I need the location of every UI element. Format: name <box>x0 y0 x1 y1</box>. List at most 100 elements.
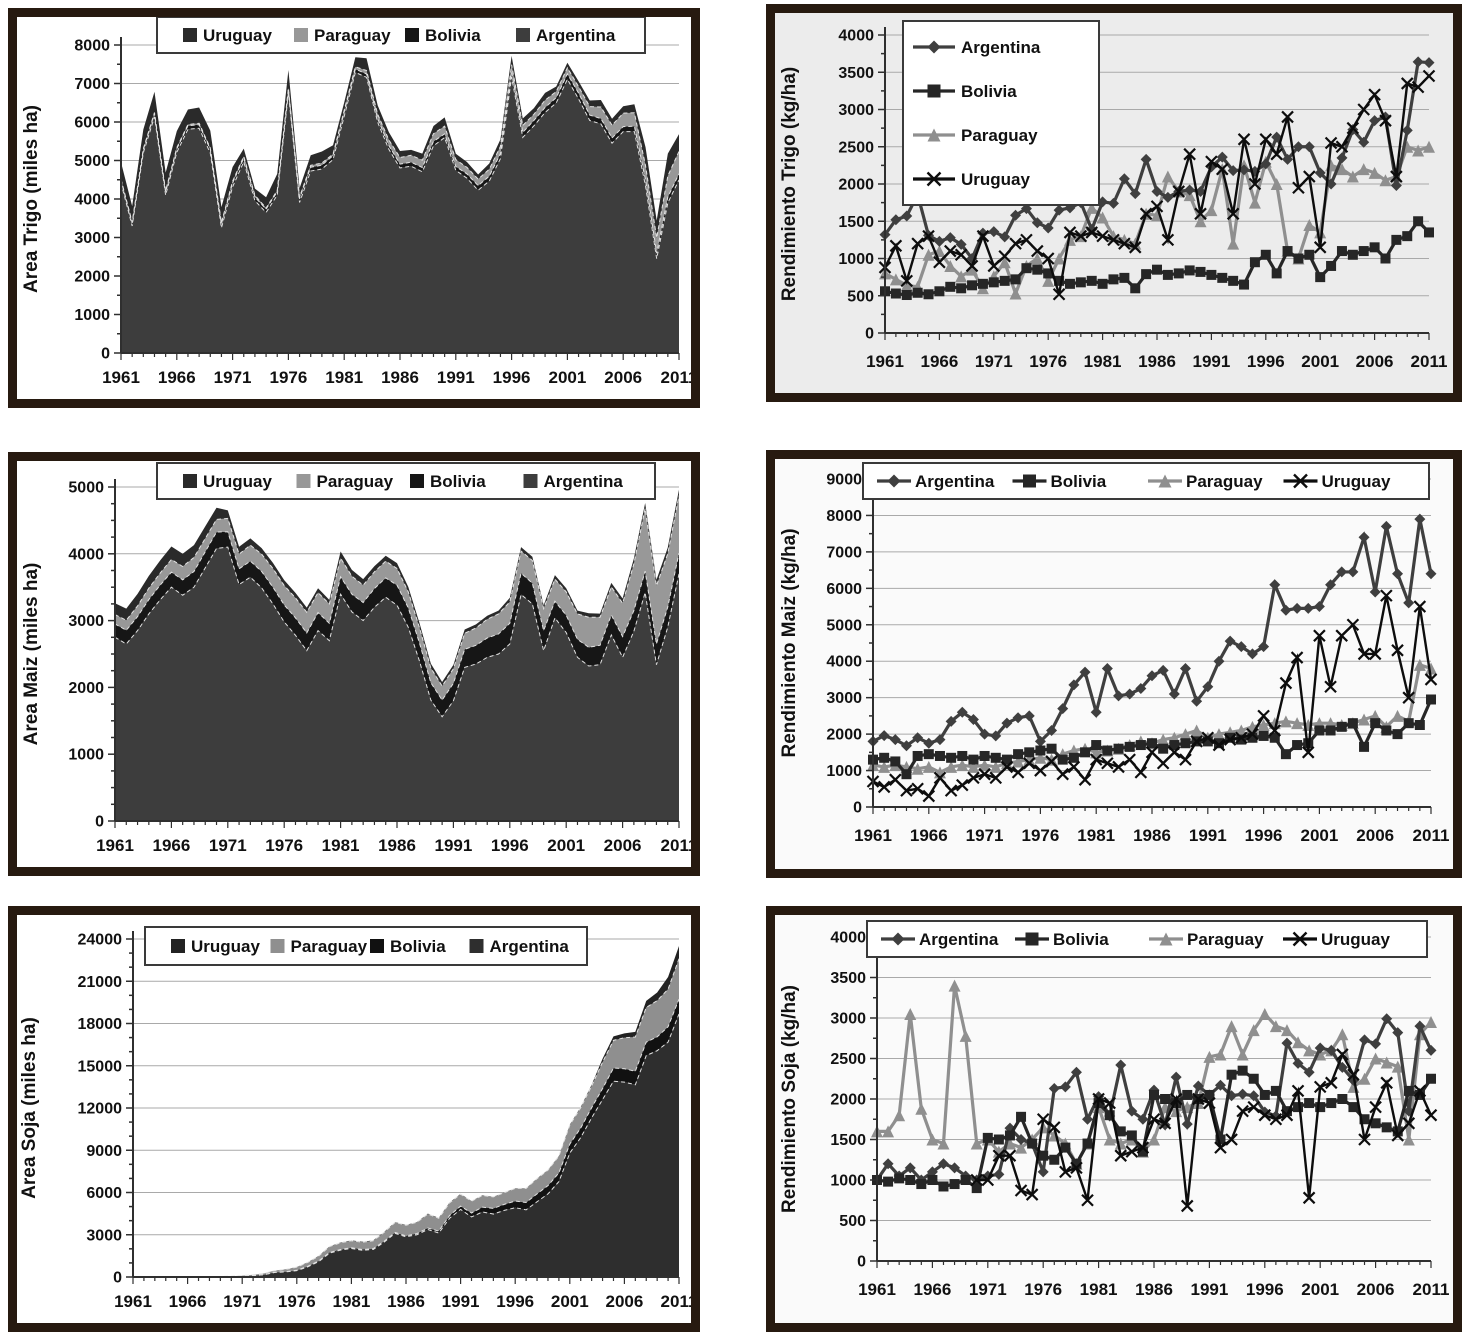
legend-item-argentina: Argentina <box>913 38 1041 57</box>
svg-text:Argentina: Argentina <box>536 26 616 45</box>
y-tick-label: 0 <box>853 800 862 817</box>
y-tick-label: 1000 <box>826 763 862 780</box>
y-axis-title: Rendimiento Soja (kg/ha) <box>779 985 800 1213</box>
x-tick-label: 1961 <box>96 836 134 855</box>
svg-text:Paraguay: Paraguay <box>1186 472 1263 491</box>
legend: Argentina Bolivia Paraguay Uruguay <box>866 920 1428 958</box>
line-series <box>878 56 1436 301</box>
x-tick-label: 1981 <box>1084 352 1122 371</box>
svg-text:Argentina: Argentina <box>919 930 999 949</box>
svg-text:Argentina: Argentina <box>490 937 570 956</box>
svg-text:Uruguay: Uruguay <box>203 472 273 491</box>
y-tick-label: 1500 <box>838 214 874 231</box>
x-tick-label: 1971 <box>966 826 1004 845</box>
series-bolivia <box>872 1065 1436 1194</box>
x-tick-label: 2006 <box>1356 352 1394 371</box>
legend: Uruguay Paraguay Bolivia Argentina <box>156 17 646 54</box>
x-tick-label: 2001 <box>547 836 585 855</box>
axes: 0 1000 2000 3000 4000 5000 6000 7000 8000 1961 196… <box>74 37 691 387</box>
series-bolivia <box>868 694 1436 780</box>
x-tick-label: 2001 <box>1301 1280 1339 1299</box>
legend-item-bolivia: Bolivia <box>1015 930 1109 949</box>
line-series <box>866 513 1438 803</box>
svg-text:Paraguay: Paraguay <box>961 126 1038 145</box>
y-tick-label: 1000 <box>68 747 104 764</box>
axes: 0 1000 2000 3000 4000 5000 6000 7000 8000 9000 196… <box>826 471 1449 845</box>
x-tick-label: 2006 <box>1356 826 1394 845</box>
x-tick-label: 1986 <box>1138 352 1176 371</box>
legend-item-paraguay: Paraguay <box>296 472 394 491</box>
x-tick-label: 1966 <box>169 1292 207 1311</box>
y-tick-label: 2000 <box>830 1092 866 1109</box>
x-tick-label: 1991 <box>1189 826 1227 845</box>
x-tick-label: 1971 <box>214 368 252 387</box>
y-axis-title: Area Soja (miles ha) <box>19 1017 40 1199</box>
y-axis-title: Area Trigo (miles ha) <box>21 105 42 293</box>
area-argentina <box>115 547 679 821</box>
x-tick-label: 1986 <box>1133 826 1171 845</box>
x-tick-label: 1996 <box>493 368 531 387</box>
svg-text:Paraguay: Paraguay <box>291 937 368 956</box>
x-tick-label: 1971 <box>975 352 1013 371</box>
axes: 0 500 1000 1500 2000 2500 3000 3500 4000 1961 1966… <box>838 27 1447 371</box>
axes: 0 500 1000 1500 2000 2500 3000 3500 4000 1961 1966… <box>830 929 1449 1299</box>
legend-item-uruguay: Uruguay <box>913 170 1031 189</box>
y-tick-label: 6000 <box>86 1185 122 1202</box>
series-uruguay <box>878 69 1436 301</box>
legend-item-uruguay: Uruguay <box>171 937 261 956</box>
rendimiento-trigo-chart: 0 500 1000 1500 2000 2500 3000 3500 4000 1961 1966… <box>779 20 1447 371</box>
y-tick-label: 1000 <box>838 251 874 268</box>
x-tick-label: 2011 <box>1413 826 1450 845</box>
x-tick-label: 2006 <box>604 836 642 855</box>
axes: 0 1000 2000 3000 4000 5000 1961 1966 1971 1976 198… <box>68 479 691 855</box>
legend-item-argentina: Argentina <box>877 472 995 491</box>
y-tick-label: 21000 <box>78 974 123 991</box>
panel-area-soja: 0 3000 6000 9000 12000 15000 18000 21000 24000 19… <box>8 906 700 1332</box>
legend-item-uruguay: Uruguay <box>183 26 273 45</box>
y-tick-label: 2500 <box>838 139 874 156</box>
x-tick-label: 1981 <box>325 368 363 387</box>
legend: Uruguay Paraguay Bolivia Argentina <box>144 926 588 966</box>
svg-text:Paraguay: Paraguay <box>317 472 394 491</box>
legend-item-argentina: Argentina <box>469 937 570 956</box>
x-tick-label: 2011 <box>1413 1280 1450 1299</box>
area-argentina <box>133 1013 679 1277</box>
x-tick-label: 1966 <box>152 836 190 855</box>
x-tick-label: 1986 <box>387 1292 425 1311</box>
svg-text:Bolivia: Bolivia <box>961 82 1017 101</box>
y-axis-title: Rendimiento Trigo (kg/ha) <box>779 67 800 301</box>
x-tick-label: 2001 <box>1301 352 1339 371</box>
y-tick-label: 3000 <box>74 230 110 247</box>
rendimiento-soja-chart: 0 500 1000 1500 2000 2500 3000 3500 4000 1961 1966… <box>779 920 1449 1299</box>
x-tick-label: 1966 <box>158 368 196 387</box>
x-tick-label: 1996 <box>1245 826 1283 845</box>
x-tick-label: 1991 <box>442 1292 480 1311</box>
svg-text:Bolivia: Bolivia <box>430 472 486 491</box>
area-uruguay <box>121 55 679 238</box>
y-tick-label: 6000 <box>74 115 110 132</box>
x-tick-label: 1971 <box>969 1280 1007 1299</box>
x-tick-label: 1986 <box>378 836 416 855</box>
x-tick-label: 1961 <box>854 826 892 845</box>
y-tick-label: 7000 <box>826 544 862 561</box>
x-tick-label: 2006 <box>604 368 642 387</box>
area-bolivia <box>121 69 679 259</box>
legend-item-paraguay: Paraguay <box>270 937 368 956</box>
legend-item-uruguay: Uruguay <box>1283 930 1391 949</box>
x-tick-label: 1986 <box>1135 1280 1173 1299</box>
y-tick-label: 5000 <box>68 480 104 497</box>
y-tick-label: 3000 <box>830 1011 866 1028</box>
svg-text:Uruguay: Uruguay <box>961 170 1031 189</box>
x-tick-label: 2011 <box>1411 352 1448 371</box>
y-tick-label: 3000 <box>826 690 862 707</box>
x-tick-label: 1991 <box>434 836 472 855</box>
svg-text:Bolivia: Bolivia <box>390 937 446 956</box>
x-tick-label: 1996 <box>1247 352 1285 371</box>
y-tick-label: 0 <box>865 326 874 343</box>
x-tick-label: 1976 <box>1024 1280 1062 1299</box>
svg-text:Uruguay: Uruguay <box>1322 472 1392 491</box>
legend-item-bolivia: Bolivia <box>1012 472 1107 491</box>
y-tick-label: 2500 <box>830 1051 866 1068</box>
line-series <box>871 979 1438 1213</box>
